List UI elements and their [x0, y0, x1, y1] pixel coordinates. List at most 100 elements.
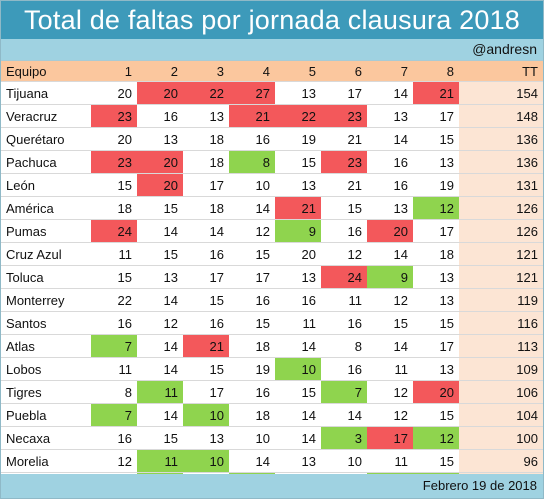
- header-round-8: 8: [413, 61, 459, 82]
- total-fouls: 113: [459, 334, 543, 358]
- team-name: Necaxa: [1, 426, 91, 450]
- round-3-fouls: 17: [183, 380, 229, 404]
- team-name: Morelia: [1, 449, 91, 473]
- round-3-fouls: 13: [183, 104, 229, 128]
- round-8-fouls: 15: [413, 311, 459, 335]
- round-3-fouls: 18: [183, 127, 229, 151]
- round-3-fouls: 18: [183, 196, 229, 220]
- round-5-fouls: 14: [275, 403, 321, 427]
- round-5-fouls: 9: [275, 219, 321, 243]
- team-name: Atlas: [1, 334, 91, 358]
- round-4-fouls: 15: [229, 242, 275, 266]
- table-row: Atlas 7 14 21 18 14 8 14 17 113: [1, 334, 543, 358]
- total-fouls: 96: [459, 449, 543, 473]
- round-4-fouls: 14: [229, 449, 275, 473]
- round-8-fouls: 15: [413, 127, 459, 151]
- round-8-fouls: 17: [413, 104, 459, 128]
- table-row: Cruz Azul 11 15 16 15 20 12 14 18 121: [1, 242, 543, 266]
- total-fouls: 100: [459, 426, 543, 450]
- round-6-fouls: 15: [321, 196, 367, 220]
- round-3-fouls: 15: [183, 288, 229, 312]
- table-row: América 18 15 18 14 21 15 13 12 126: [1, 196, 543, 220]
- round-3-fouls: 13: [183, 426, 229, 450]
- round-4-fouls: 16: [229, 127, 275, 151]
- round-7-fouls: 12: [367, 380, 413, 404]
- round-8-fouls: 13: [413, 265, 459, 289]
- round-2-fouls: 13: [137, 265, 183, 289]
- table-row: Pumas 24 14 14 12 9 16 20 17 126: [1, 219, 543, 243]
- round-6-fouls: 16: [321, 311, 367, 335]
- round-8-fouls: 13: [413, 357, 459, 381]
- round-5-fouls: 20: [275, 242, 321, 266]
- round-1-fouls: 7: [91, 403, 137, 427]
- round-6-fouls: 12: [321, 242, 367, 266]
- round-7-fouls: 17: [367, 426, 413, 450]
- round-8-fouls: 18: [413, 242, 459, 266]
- sheet-title: Total de faltas por jornada clausura 201…: [1, 1, 543, 39]
- round-5-fouls: 11: [275, 311, 321, 335]
- team-name: Pachuca: [1, 150, 91, 174]
- team-name: León: [1, 173, 91, 197]
- table-row: Pachuca 23 20 18 8 15 23 16 13 136: [1, 150, 543, 174]
- round-8-fouls: 12: [413, 426, 459, 450]
- round-4-fouls: 21: [229, 104, 275, 128]
- total-fouls: 126: [459, 219, 543, 243]
- round-5-fouls: 10: [275, 357, 321, 381]
- header-team: Equipo: [1, 61, 91, 82]
- round-4-fouls: 10: [229, 173, 275, 197]
- round-7-fouls: 15: [367, 311, 413, 335]
- round-1-fouls: 11: [91, 242, 137, 266]
- round-1-fouls: 23: [91, 104, 137, 128]
- round-6-fouls: 3: [321, 426, 367, 450]
- round-6-fouls: 21: [321, 127, 367, 151]
- total-fouls: 136: [459, 150, 543, 174]
- round-5-fouls: 16: [275, 288, 321, 312]
- round-7-fouls: 11: [367, 449, 413, 473]
- round-6-fouls: 10: [321, 449, 367, 473]
- team-name: Santos: [1, 311, 91, 335]
- round-4-fouls: 18: [229, 334, 275, 358]
- total-fouls: 121: [459, 265, 543, 289]
- round-1-fouls: 24: [91, 219, 137, 243]
- total-fouls: 104: [459, 403, 543, 427]
- total-fouls: 121: [459, 242, 543, 266]
- round-5-fouls: 13: [275, 81, 321, 105]
- table-row: Tigres 8 11 17 16 15 7 12 20 106: [1, 380, 543, 404]
- round-6-fouls: 21: [321, 173, 367, 197]
- round-4-fouls: 16: [229, 288, 275, 312]
- round-7-fouls: 14: [367, 81, 413, 105]
- round-6-fouls: 17: [321, 81, 367, 105]
- round-4-fouls: 17: [229, 265, 275, 289]
- team-name: Cruz Azul: [1, 242, 91, 266]
- table-body: Tijuana 20 20 22 27 13 17 14 21 154 Veracruz 23 16 13…: [1, 81, 543, 496]
- total-fouls: 154: [459, 81, 543, 105]
- round-4-fouls: 8: [229, 150, 275, 174]
- round-2-fouls: 20: [137, 150, 183, 174]
- table-row: Lobos 11 14 15 19 10 16 11 13 109: [1, 357, 543, 381]
- round-7-fouls: 16: [367, 150, 413, 174]
- team-name: Pumas: [1, 219, 91, 243]
- round-4-fouls: 19: [229, 357, 275, 381]
- round-6-fouls: 7: [321, 380, 367, 404]
- round-3-fouls: 14: [183, 219, 229, 243]
- round-7-fouls: 13: [367, 104, 413, 128]
- round-5-fouls: 15: [275, 380, 321, 404]
- round-7-fouls: 9: [367, 265, 413, 289]
- round-5-fouls: 22: [275, 104, 321, 128]
- author-handle: @andresn: [1, 39, 543, 61]
- total-fouls: 119: [459, 288, 543, 312]
- table-row: Necaxa 16 15 13 10 14 3 17 12 100: [1, 426, 543, 450]
- fouls-table: Equipo 1 2 3 4 5 6 7 8 TT Tijuana 20 20 22 2…: [1, 61, 543, 496]
- round-4-fouls: 12: [229, 219, 275, 243]
- round-2-fouls: 11: [137, 380, 183, 404]
- round-1-fouls: 7: [91, 334, 137, 358]
- round-3-fouls: 17: [183, 173, 229, 197]
- table-row: Tijuana 20 20 22 27 13 17 14 21 154: [1, 81, 543, 105]
- round-5-fouls: 13: [275, 265, 321, 289]
- round-1-fouls: 20: [91, 127, 137, 151]
- total-fouls: 136: [459, 127, 543, 151]
- table-row: Querétaro 20 13 18 16 19 21 14 15 136: [1, 127, 543, 151]
- round-3-fouls: 15: [183, 357, 229, 381]
- header-round-3: 3: [183, 61, 229, 82]
- round-7-fouls: 14: [367, 127, 413, 151]
